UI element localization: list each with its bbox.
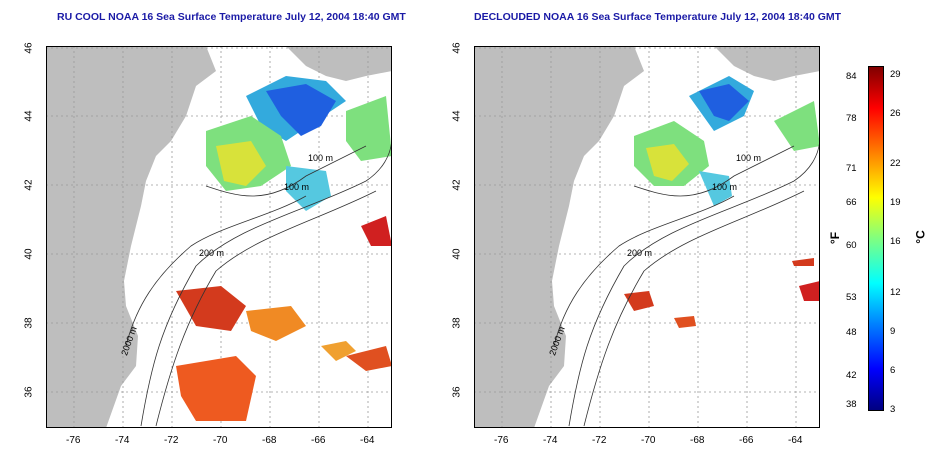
fahrenheit-unit-label: °F: [828, 231, 843, 245]
fahrenheit-tick: 78: [846, 113, 857, 124]
fahrenheit-tick: 71: [846, 163, 857, 174]
lat-tick: 40: [451, 248, 463, 260]
lon-tick: -70: [213, 435, 228, 446]
celsius-tick: 3: [890, 404, 896, 415]
left-sst-map: [46, 46, 392, 428]
lat-tick: 44: [23, 110, 35, 122]
land-mass: [46, 46, 216, 428]
lat-tick: 36: [23, 386, 35, 398]
lat-tick: 44: [451, 110, 463, 122]
contour-label: 100 m: [712, 182, 738, 192]
right-sst-map: [474, 46, 820, 428]
fahrenheit-tick: 53: [846, 292, 857, 303]
lat-tick: 38: [23, 317, 35, 329]
contour-label: 200 m: [199, 248, 225, 258]
lon-tick: -68: [690, 435, 705, 446]
lon-tick: -76: [494, 435, 509, 446]
lon-tick: -72: [164, 435, 179, 446]
lon-tick: -70: [641, 435, 656, 446]
nova-scotia-land: [714, 46, 820, 81]
celsius-tick: 16: [890, 236, 901, 247]
lat-tick: 36: [451, 386, 463, 398]
celsius-unit-label: °C: [913, 230, 928, 244]
lon-tick: -68: [262, 435, 277, 446]
celsius-tick: 9: [890, 326, 896, 337]
contour-label: 100 m: [284, 182, 310, 192]
lon-tick: -66: [311, 435, 326, 446]
lat-tick: 42: [23, 179, 35, 191]
left-map-panel: 100 m 100 m 200 m 2000 m: [46, 46, 392, 428]
fahrenheit-tick: 84: [846, 71, 857, 82]
contour-label: 100 m: [308, 153, 334, 163]
celsius-tick: 6: [890, 365, 896, 376]
fahrenheit-tick: 48: [846, 327, 857, 338]
celsius-tick: 12: [890, 287, 901, 298]
celsius-tick: 26: [890, 108, 901, 119]
lat-tick: 38: [451, 317, 463, 329]
left-panel-title: RU COOL NOAA 16 Sea Surface Temperature …: [57, 11, 406, 23]
right-map-panel: 100 m 100 m 200 m 2000 m: [474, 46, 820, 428]
nova-scotia-land: [286, 46, 392, 81]
celsius-tick: 22: [890, 158, 901, 169]
right-map-frame: [474, 46, 820, 428]
lon-tick: -76: [66, 435, 81, 446]
colorbar: [868, 66, 884, 411]
fahrenheit-tick: 38: [846, 399, 857, 410]
lon-tick: -64: [788, 435, 803, 446]
lat-tick: 42: [451, 179, 463, 191]
lon-tick: -66: [739, 435, 754, 446]
fahrenheit-tick: 42: [846, 370, 857, 381]
fahrenheit-tick: 60: [846, 240, 857, 251]
lon-tick: -74: [115, 435, 130, 446]
celsius-tick: 19: [890, 197, 901, 208]
right-panel-title: DECLOUDED NOAA 16 Sea Surface Temperatur…: [474, 11, 842, 23]
lon-tick: -74: [543, 435, 558, 446]
lon-tick: -72: [592, 435, 607, 446]
fahrenheit-tick: 66: [846, 197, 857, 208]
left-map-frame: [46, 46, 392, 428]
celsius-tick: 29: [890, 69, 901, 80]
lat-tick: 46: [451, 42, 463, 54]
contour-label: 100 m: [736, 153, 762, 163]
lat-tick: 46: [23, 42, 35, 54]
contour-label: 200 m: [627, 248, 653, 258]
land-mass: [474, 46, 644, 428]
lat-tick: 40: [23, 248, 35, 260]
lon-tick: -64: [360, 435, 375, 446]
